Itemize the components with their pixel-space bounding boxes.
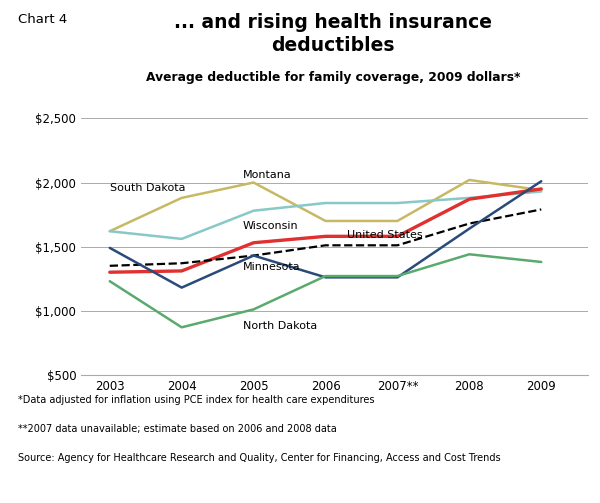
Text: Montana: Montana [243,170,292,180]
Text: *Data adjusted for inflation using PCE index for health care expenditures: *Data adjusted for inflation using PCE i… [18,395,374,405]
Text: North Dakota: North Dakota [243,321,317,331]
Text: ... and rising health insurance
deductibles: ... and rising health insurance deductib… [174,13,492,55]
Text: Chart 4: Chart 4 [18,13,67,26]
Text: Source: Agency for Healthcare Research and Quality, Center for Financing, Access: Source: Agency for Healthcare Research a… [18,453,500,463]
Text: Average deductible for family coverage, 2009 dollars*: Average deductible for family coverage, … [146,71,520,85]
Text: **2007 data unavailable; estimate based on 2006 and 2008 data: **2007 data unavailable; estimate based … [18,424,337,434]
Text: Wisconsin: Wisconsin [243,221,298,231]
Text: South Dakota: South Dakota [110,183,185,193]
Text: Minnesota: Minnesota [243,262,301,272]
Text: United States: United States [347,230,423,240]
